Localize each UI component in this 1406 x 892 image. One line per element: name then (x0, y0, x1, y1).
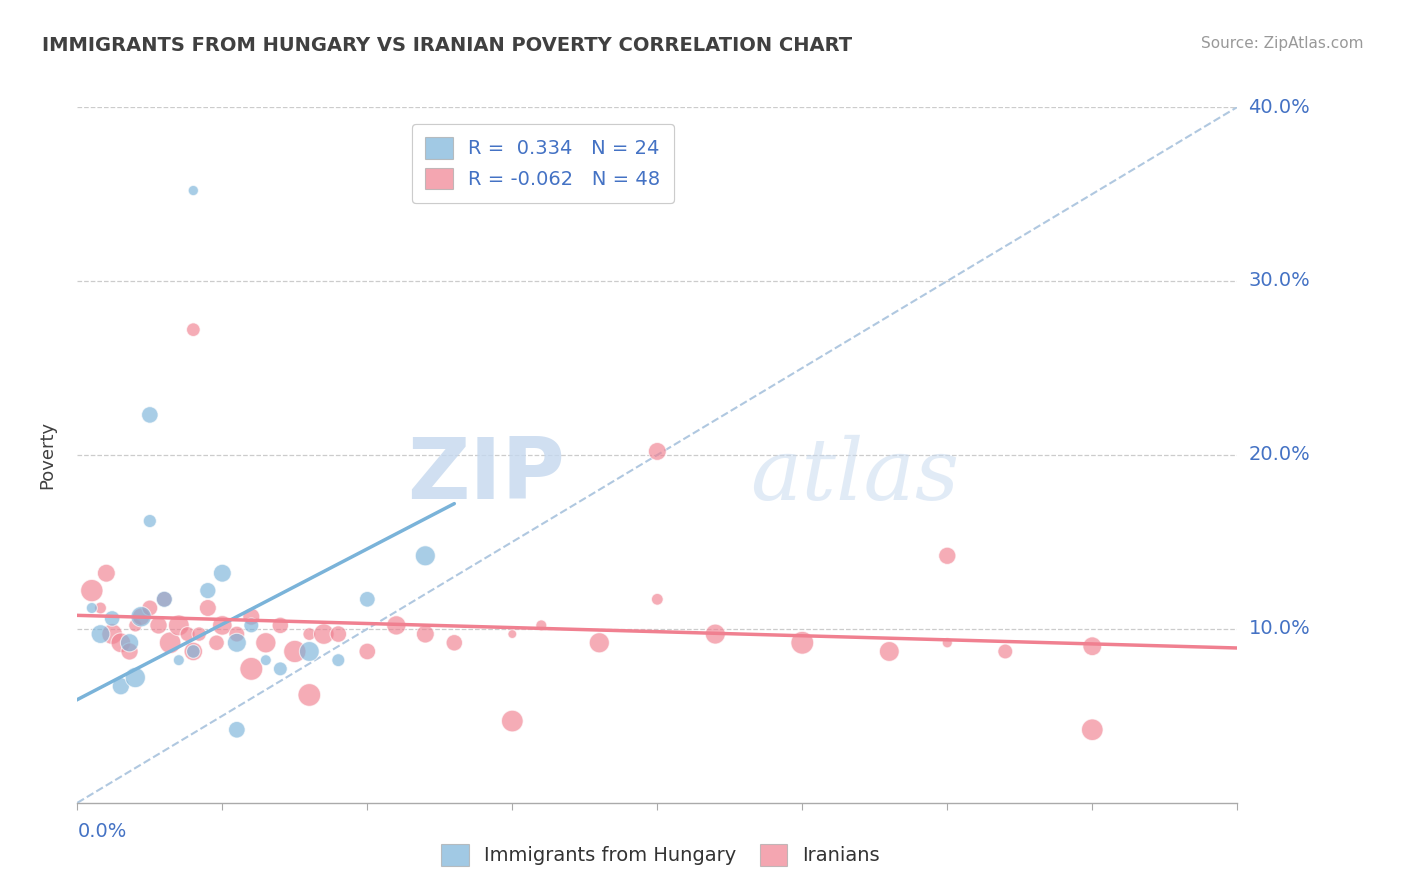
Point (1081, 639, 1104, 653)
Point (501, 714, 523, 728)
Y-axis label: Poverty: Poverty (38, 421, 56, 489)
Point (129, 609, 152, 624)
Point (118, 644, 141, 658)
Legend: R =  0.334   N = 24, R = -0.062   N = 48: R = 0.334 N = 24, R = -0.062 N = 48 (412, 124, 673, 203)
Point (356, 592, 378, 607)
Point (148, 618, 170, 632)
Point (312, 627, 335, 641)
Point (110, 679, 132, 693)
Point (96, 566, 118, 581)
Point (90, 627, 111, 641)
Point (240, 609, 263, 624)
Point (183, 323, 205, 337)
Point (443, 636, 465, 650)
Point (211, 566, 233, 581)
Point (118, 636, 141, 650)
Point (159, 636, 181, 650)
Point (90, 601, 111, 615)
Point (936, 636, 959, 650)
Point (129, 609, 152, 624)
Point (254, 653, 277, 667)
Point (225, 723, 247, 737)
Point (385, 618, 408, 632)
Point (240, 662, 263, 676)
Point (994, 644, 1017, 658)
Point (240, 618, 263, 632)
Point (167, 618, 190, 632)
Point (298, 688, 321, 702)
Point (298, 627, 321, 641)
Point (877, 644, 901, 658)
Point (183, 644, 205, 658)
Point (225, 636, 247, 650)
Point (328, 627, 350, 641)
Text: Source: ZipAtlas.com: Source: ZipAtlas.com (1201, 36, 1364, 51)
Point (197, 601, 219, 615)
Point (124, 671, 146, 685)
Text: ZIP: ZIP (406, 434, 565, 517)
Point (205, 636, 228, 650)
Point (124, 618, 146, 632)
Point (139, 514, 162, 528)
Point (254, 636, 277, 650)
Point (153, 592, 176, 607)
Point (139, 601, 162, 615)
Text: 10.0%: 10.0% (1249, 619, 1310, 639)
Point (269, 662, 291, 676)
Point (183, 184, 205, 198)
Point (328, 653, 350, 667)
Point (80, 583, 103, 598)
Point (588, 636, 610, 650)
Point (530, 618, 553, 632)
Point (101, 611, 124, 625)
Point (197, 583, 219, 598)
Point (183, 644, 205, 658)
Point (167, 653, 190, 667)
Point (211, 618, 233, 632)
Point (413, 549, 436, 563)
Text: IMMIGRANTS FROM HUNGARY VS IRANIAN POVERTY CORRELATION CHART: IMMIGRANTS FROM HUNGARY VS IRANIAN POVER… (42, 36, 852, 54)
Text: 20.0%: 20.0% (1249, 445, 1310, 465)
Point (284, 644, 307, 658)
Point (153, 592, 176, 607)
Text: 0.0%: 0.0% (77, 822, 127, 841)
Legend: Immigrants from Hungary, Iranians: Immigrants from Hungary, Iranians (433, 837, 889, 873)
Point (298, 644, 321, 658)
Point (225, 627, 247, 641)
Point (413, 627, 436, 641)
Point (176, 627, 198, 641)
Point (139, 408, 162, 422)
Text: 30.0%: 30.0% (1249, 271, 1310, 291)
Text: atlas: atlas (751, 434, 959, 517)
Point (80, 601, 103, 615)
Point (936, 549, 959, 563)
Point (188, 627, 211, 641)
Point (101, 627, 124, 641)
Point (647, 592, 669, 607)
Point (647, 444, 669, 458)
Point (1081, 723, 1104, 737)
Point (110, 636, 132, 650)
Text: 40.0%: 40.0% (1249, 97, 1310, 117)
Point (269, 618, 291, 632)
Point (792, 636, 814, 650)
Point (704, 627, 727, 641)
Point (501, 627, 523, 641)
Point (356, 644, 378, 658)
